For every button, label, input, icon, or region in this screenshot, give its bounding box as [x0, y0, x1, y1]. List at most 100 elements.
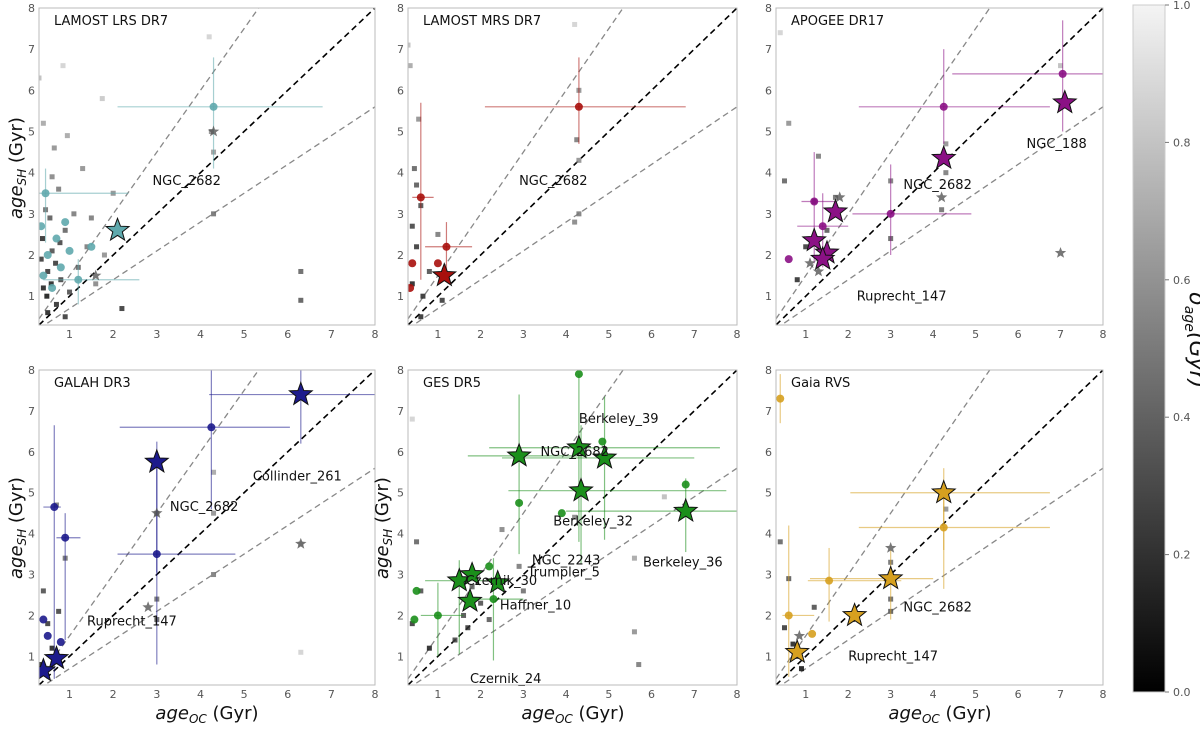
- cluster-annotation: Czernik_30: [466, 574, 537, 589]
- background-point: [409, 621, 415, 627]
- y-tick-label: 8: [765, 2, 772, 15]
- gray-star-marker: [295, 537, 307, 549]
- background-point: [45, 310, 51, 316]
- background-point: [572, 219, 578, 225]
- background-point: [777, 539, 783, 545]
- lower-ratio-line: [780, 106, 1103, 325]
- cluster-star-marker: [288, 381, 314, 406]
- panel-frame: [38, 7, 376, 326]
- cluster-annotation: NGC_2243: [532, 553, 600, 568]
- panel-frame: [38, 369, 376, 686]
- background-point: [53, 301, 59, 307]
- highlight-point: [43, 251, 52, 260]
- y-tick-label: 1: [28, 650, 35, 663]
- cluster-annotation: NGC_2682: [519, 174, 587, 189]
- background-point: [211, 510, 217, 516]
- highlight-point: [489, 595, 498, 604]
- y-tick-label: 8: [28, 2, 35, 15]
- y-tick-label: 7: [765, 43, 772, 56]
- y-tick-label: 4: [28, 167, 35, 180]
- background-point: [478, 600, 484, 606]
- background-point: [408, 63, 413, 69]
- highlight-point: [442, 242, 451, 251]
- background-point: [452, 637, 458, 643]
- cluster-annotation: Ruprecht_147: [857, 289, 947, 304]
- panel-6: NGC_2682 Ruprecht_147 1 2 3 4 5 6 7 8 1 2 3 4 5 6 7 8 Gaia…: [765, 364, 1107, 701]
- background-point: [790, 641, 796, 647]
- y-tick-label: 8: [397, 2, 404, 15]
- cluster-annotation: Ruprecht_147: [87, 615, 177, 630]
- cluster-annotation: Berkeley_32: [553, 514, 633, 529]
- x-tick-label: 6: [284, 328, 291, 341]
- y-tick-label: 1: [397, 650, 404, 663]
- panel-title: GALAH DR3: [54, 376, 131, 391]
- y-tick-label: 3: [765, 208, 772, 221]
- x-tick-label: 5: [605, 688, 612, 701]
- cluster-star-marker: [930, 144, 957, 170]
- background-point: [943, 170, 949, 176]
- y-tick-label: 3: [397, 569, 404, 582]
- highlight-point: [433, 259, 442, 268]
- background-point: [798, 666, 804, 672]
- background-point: [572, 514, 578, 520]
- y-tick-label: 4: [397, 528, 404, 541]
- background-point: [408, 42, 411, 48]
- background-point: [631, 629, 637, 635]
- background-point: [414, 539, 420, 545]
- cluster-star-marker: [841, 602, 868, 627]
- gray-star-marker: [885, 542, 897, 553]
- cluster-star-marker: [459, 561, 485, 586]
- colorbar-tick-label: 1.0: [1173, 0, 1191, 12]
- y-tick-label: 1: [28, 290, 35, 303]
- background-point: [520, 588, 526, 594]
- lower-ratio-line: [412, 467, 737, 685]
- plot-area: [39, 370, 375, 685]
- background-point: [803, 244, 809, 250]
- x-tick-label: 1: [66, 688, 73, 701]
- cluster-annotation: NGC_2682: [903, 600, 971, 615]
- one-to-one-line: [776, 370, 1103, 685]
- gray-star-marker: [935, 191, 948, 203]
- background-point: [815, 153, 821, 159]
- cluster-annotation: Czernik_24: [470, 672, 541, 687]
- y-tick-label: 8: [765, 364, 772, 377]
- highlight-point: [886, 209, 895, 218]
- x-tick-label: 2: [845, 328, 852, 341]
- background-point: [53, 260, 59, 266]
- y-tick-label: 7: [765, 405, 772, 418]
- upper-ratio-line: [39, 370, 260, 680]
- background-point: [211, 211, 217, 217]
- highlight-point: [61, 218, 70, 227]
- y-tick-label: 6: [28, 84, 35, 97]
- y-tick-label: 7: [28, 43, 35, 56]
- highlight-point: [410, 615, 419, 624]
- background-point: [576, 157, 582, 163]
- background-point: [943, 141, 949, 147]
- background-point: [62, 227, 68, 233]
- panel-title: GES DR5: [423, 376, 481, 391]
- background-point: [574, 137, 580, 143]
- y-tick-label: 8: [28, 364, 35, 377]
- highlight-point: [207, 423, 216, 432]
- background-point: [409, 416, 415, 422]
- panel-frame: [407, 369, 738, 686]
- highlight-point: [56, 638, 65, 647]
- background-point: [57, 240, 63, 246]
- background-point: [298, 649, 304, 655]
- upper-ratio-line: [776, 8, 991, 320]
- axis-labels: ageSH (Gyr) ageSH (Gyr) ageSH (Gyr) ageOC (…: [6, 117, 992, 726]
- highlight-point: [65, 246, 74, 255]
- background-point: [811, 604, 817, 610]
- x-tick-label: 7: [328, 688, 335, 701]
- highlight-point: [598, 437, 607, 446]
- background-point: [781, 625, 787, 631]
- x-tick-label: 6: [1015, 328, 1022, 341]
- cluster-star-marker: [568, 477, 594, 502]
- x-tick-label: 6: [1015, 688, 1022, 701]
- one-to-one-line: [39, 370, 375, 685]
- cluster-star-marker: [43, 644, 70, 670]
- panel-frame: [775, 7, 1104, 326]
- x-tick-label: 2: [477, 688, 484, 701]
